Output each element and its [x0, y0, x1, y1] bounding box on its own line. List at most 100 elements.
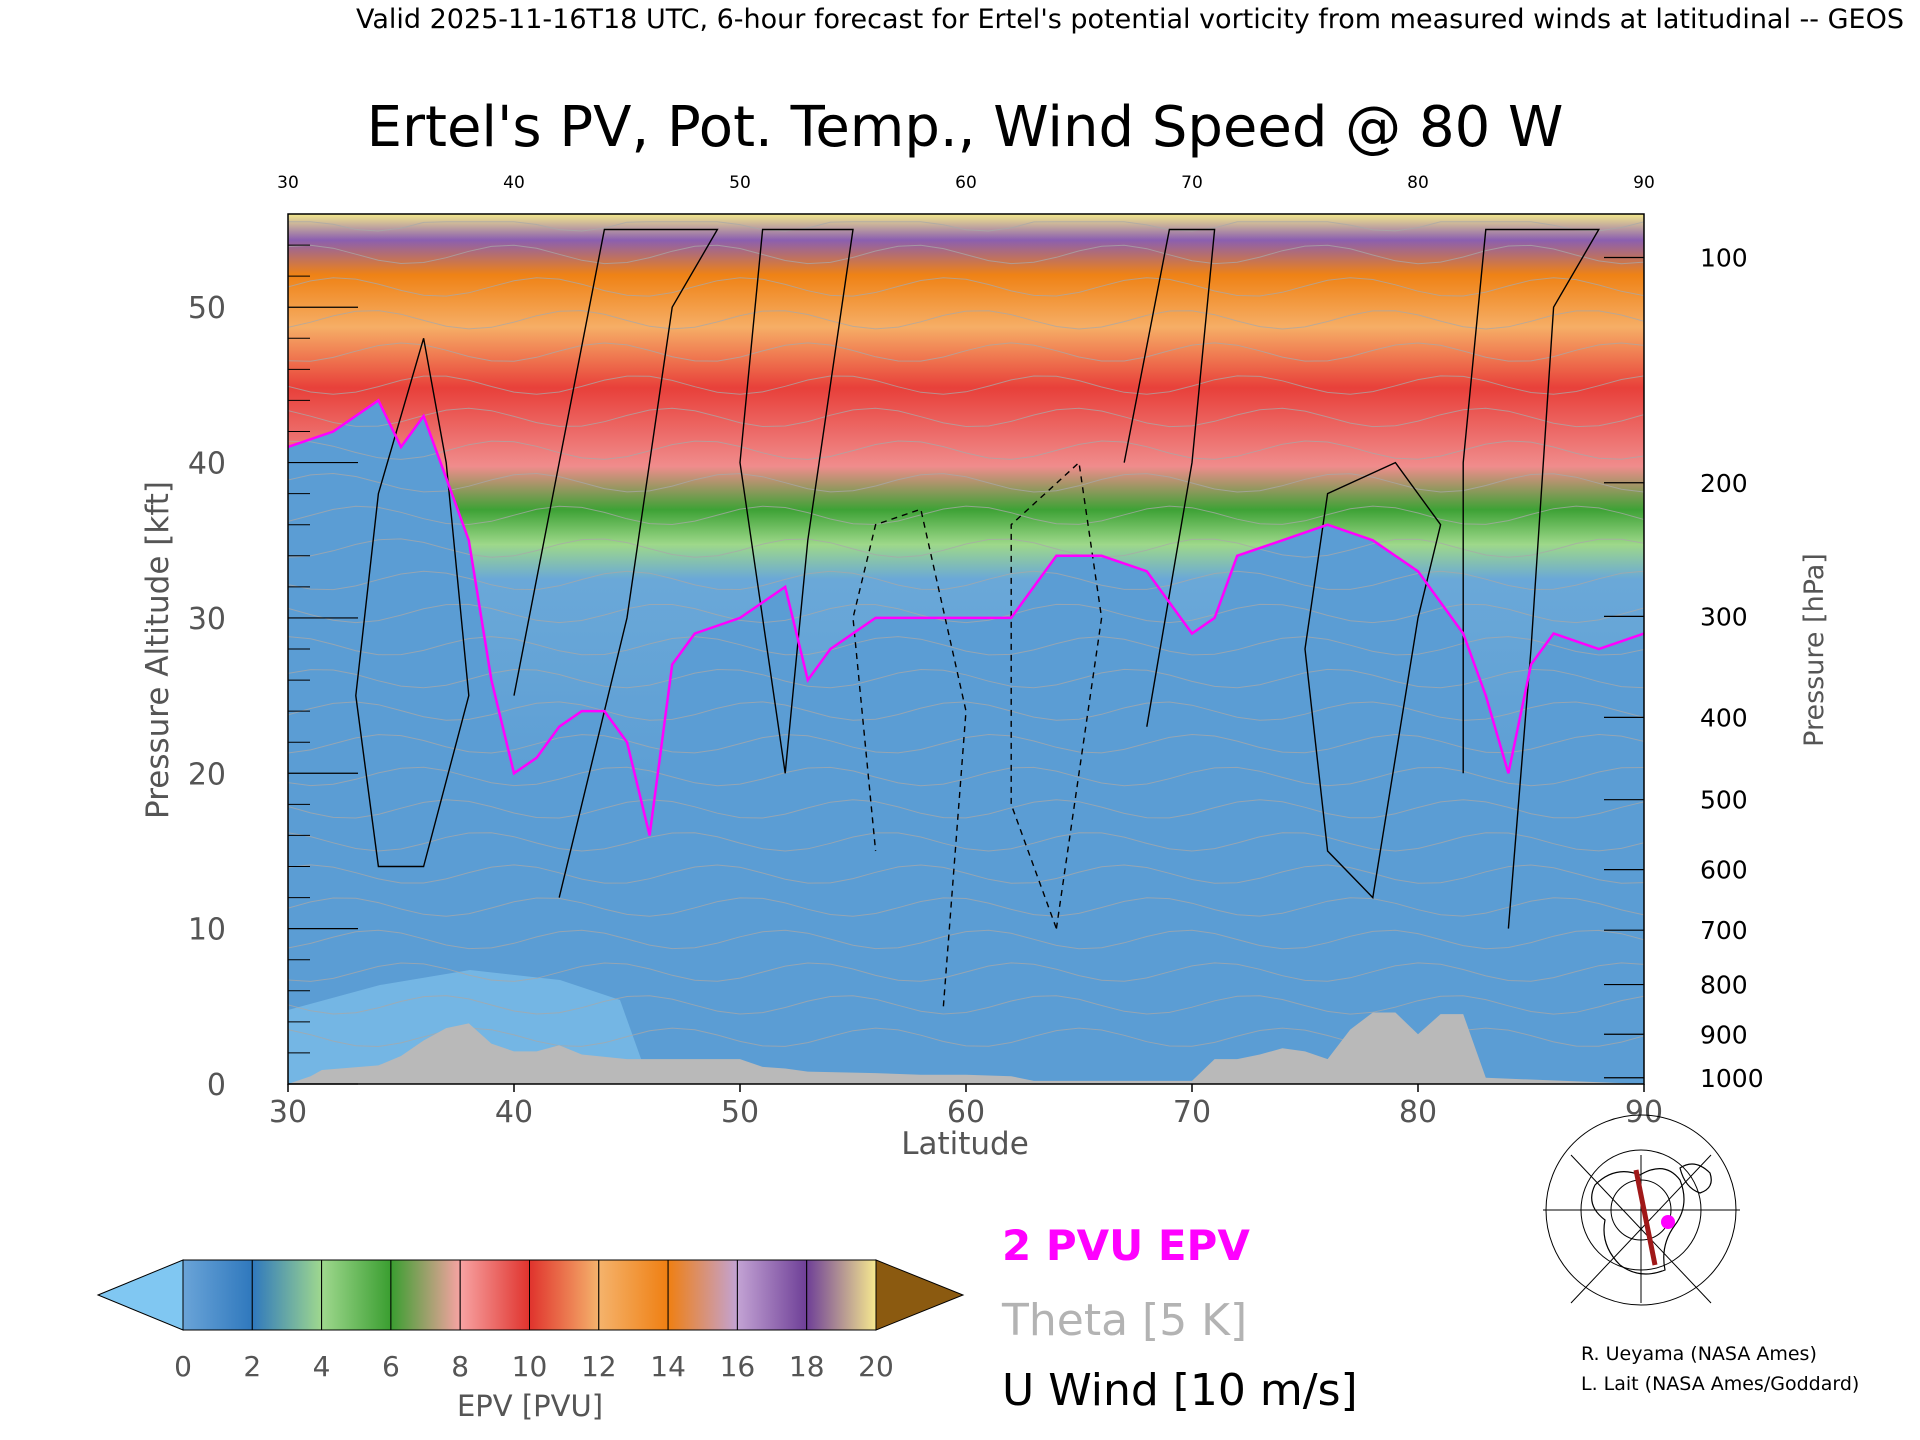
theta-contour — [288, 342, 1644, 362]
pressure-tick-label: 400 — [1700, 703, 1748, 732]
pressure-tick-label: 900 — [1700, 1020, 1748, 1049]
theta-contour — [288, 538, 1644, 558]
theta-contour — [288, 864, 1644, 884]
colorbar-tick-label: 20 — [858, 1350, 894, 1383]
x-top-tick-label: 60 — [955, 173, 977, 193]
theta-contour — [288, 603, 1644, 624]
colorbar-tick-label: 18 — [789, 1350, 825, 1383]
y-tick-label: 40 — [188, 447, 226, 482]
x-tick-label: 80 — [1399, 1095, 1437, 1130]
theta-contour — [288, 701, 1644, 721]
pressure-tick-label: 600 — [1700, 856, 1748, 885]
colorbar-segment — [529, 1259, 600, 1331]
y-tick-label: 50 — [188, 291, 226, 326]
y-tick-label: 20 — [188, 757, 226, 792]
pressure-tick-label: 300 — [1700, 602, 1748, 631]
colorbar-tick-label: 12 — [581, 1350, 617, 1383]
terrain — [288, 1012, 1644, 1084]
x-top-tick-label: 30 — [277, 173, 299, 193]
colorbar-segment — [806, 1259, 877, 1331]
theta-contour — [288, 440, 1644, 460]
colorbar-tick-label: 2 — [243, 1350, 261, 1383]
x-axis-label: Latitude — [901, 1126, 1029, 1162]
theta-contour — [288, 733, 1644, 754]
u-wind-contour — [1304, 461, 1442, 900]
y-axis-label: Pressure Altitude [kft] — [140, 481, 176, 819]
theta-contour — [288, 277, 1644, 297]
y-tick-label: 30 — [188, 602, 226, 637]
u-wind-contour — [739, 228, 854, 774]
u-wind-contour — [852, 508, 967, 1007]
colorbar-tick-label: 16 — [720, 1350, 756, 1383]
valid-time-header: Valid 2025-11-16T18 UTC, 6-hour forecast… — [356, 4, 1904, 35]
colorbar-segment — [390, 1259, 461, 1331]
credit-line-1: R. Ueyama (NASA Ames) — [1581, 1343, 1817, 1365]
x-tick-label: 40 — [495, 1095, 533, 1130]
pressure-tick-label: 200 — [1700, 469, 1748, 498]
troposphere-region — [288, 400, 1644, 1084]
colorbar-tick-label: 4 — [313, 1350, 331, 1383]
colorbar-segment — [667, 1259, 738, 1331]
x-top-tick-label: 50 — [729, 173, 751, 193]
pressure-axis-label: Pressure [hPa] — [1799, 553, 1830, 747]
theta-contour — [288, 407, 1644, 428]
locator-map — [1543, 1114, 1740, 1306]
pressure-tick-label: 800 — [1700, 971, 1748, 1000]
u-wind-contour — [1462, 228, 1601, 929]
x-top-tick-label: 80 — [1407, 173, 1429, 193]
theta-contour — [288, 929, 1644, 950]
x-top-tick-label: 70 — [1181, 173, 1203, 193]
pressure-tick-label: 700 — [1700, 916, 1748, 945]
colorbar: 0 2 4 6 8 10 12 14 16 18 20 — [96, 1259, 965, 1383]
legend-pv: 2 PVU EPV — [1002, 1221, 1250, 1270]
theta-contour — [288, 310, 1644, 330]
x-tick-label: 60 — [947, 1095, 985, 1130]
colorbar-label: EPV [PVU] — [457, 1389, 603, 1423]
colorbar-over-arrow — [875, 1259, 965, 1331]
credit-line-2: L. Lait (NASA Ames/Goddard) — [1581, 1373, 1859, 1395]
colorbar-segment — [736, 1259, 808, 1331]
colorbar-segment — [459, 1259, 531, 1331]
y-tick-label: 10 — [188, 913, 226, 948]
theta-contour — [288, 375, 1644, 395]
colorbar-tick-label: 0 — [174, 1350, 192, 1383]
theta-contour — [288, 668, 1644, 689]
colorbar-tick-label: 14 — [650, 1350, 686, 1383]
x-top-tick-label: 40 — [503, 173, 525, 193]
colorbar-segment — [321, 1259, 392, 1331]
x-tick-label: 90 — [1625, 1095, 1663, 1130]
colorbar-segment — [182, 1259, 253, 1331]
legend-uwind: U Wind [10 m/s] — [1002, 1365, 1358, 1416]
theta-contour — [288, 636, 1644, 656]
x-top-tick-label: 90 — [1633, 173, 1655, 193]
theta-contour — [288, 799, 1644, 819]
x-tick-label: 50 — [721, 1095, 759, 1130]
theta-contour — [288, 995, 1644, 1015]
x-axis: 30 40 50 60 70 80 90 — [269, 1084, 1663, 1130]
theta-contour — [288, 962, 1644, 982]
y-axis: 0 10 20 30 40 50 — [188, 244, 358, 1103]
y-tick-label: 0 — [207, 1068, 226, 1103]
theta-contour — [288, 505, 1644, 526]
pressure-tick-label: 500 — [1700, 786, 1748, 815]
pressure-axis: 100 200 300 400 500 600 700 800 900 1000 — [1604, 244, 1764, 1093]
location-dot — [1661, 1215, 1675, 1229]
pressure-tick-label: 1000 — [1700, 1064, 1764, 1093]
theta-contours — [288, 221, 1644, 1048]
colorbar-tick-label: 6 — [382, 1350, 400, 1383]
theta-contour — [288, 221, 1644, 232]
colorbar-tick-label: 8 — [451, 1350, 469, 1383]
theta-contour — [288, 472, 1644, 493]
theta-contour — [288, 832, 1644, 852]
colorbar-segment — [598, 1259, 669, 1331]
chart-title: Ertel's PV, Pot. Temp., Wind Speed @ 80 … — [367, 95, 1564, 160]
colorbar-segment — [251, 1259, 323, 1331]
colorbar-under-arrow — [96, 1259, 184, 1331]
legend-theta: Theta [5 K] — [1001, 1295, 1247, 1346]
pv2-tropopause-line — [288, 398, 1644, 836]
theta-contour — [288, 244, 1644, 265]
u-wind-contour — [513, 228, 719, 898]
colorbar-tick-label: 10 — [512, 1350, 548, 1383]
x-top-axis: 30 40 50 60 70 80 90 — [277, 173, 1655, 193]
